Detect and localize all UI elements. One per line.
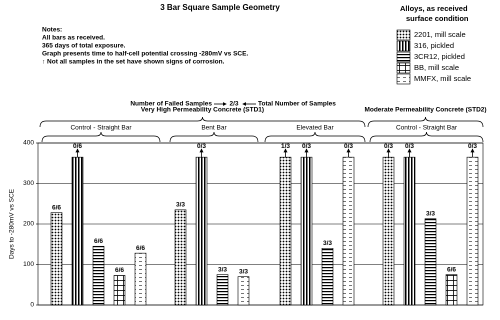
legend-title: Alloys, as received [400, 4, 468, 13]
bar [237, 276, 250, 306]
value-label: 6/6 [52, 204, 61, 211]
group-label: Elevated Bar [296, 125, 334, 132]
bar [92, 245, 105, 306]
bar [216, 274, 229, 306]
value-label: 0/3 [344, 143, 353, 150]
group-brace [264, 131, 366, 143]
group-label: Bent Bar [201, 125, 227, 132]
notes: Notes: All bars as received. 365 days of… [42, 27, 248, 66]
group-brace [169, 131, 259, 143]
legend-label: 316, pickled [414, 41, 454, 50]
bar [174, 209, 187, 306]
supergroup-label: Moderate Permeability Concrete (STD2) [364, 107, 486, 114]
bar [113, 275, 126, 306]
key: Number of Failed Samples 2/3 Total Numbe… [130, 101, 336, 108]
group-brace [41, 131, 161, 143]
value-label: 3/3 [176, 202, 185, 209]
legend-title: surface condition [406, 14, 469, 23]
y-axis-label: Days to -280mV vs SCE [9, 188, 16, 259]
legend-label: BB, mill scale [414, 63, 459, 72]
value-label: 0/3 [197, 143, 206, 150]
value-label: 6/6 [115, 267, 124, 274]
y-tick-label: 0 [30, 302, 34, 309]
y-tick-label: 200 [23, 221, 34, 228]
bar [300, 156, 313, 306]
value-label: 3/3 [426, 210, 435, 217]
bar [403, 156, 416, 306]
note: ↑ Not all samples in the set have shown … [42, 59, 225, 66]
legend-label: MMFX, mill scale [414, 74, 471, 83]
key-label: Number of Failed Samples [130, 101, 212, 108]
note: Graph presents time to half-cell potenti… [42, 51, 248, 58]
value-label: 0/3 [468, 143, 477, 150]
legend-swatch [396, 73, 411, 85]
note: All bars as received. [42, 35, 105, 42]
legend-swatch [396, 29, 411, 41]
y-tick-label: 300 [23, 180, 34, 187]
legend-label: 2201, mill scale [414, 30, 466, 39]
bar [382, 156, 395, 306]
group-label: Control - Straight Bar [70, 125, 132, 132]
legend-label: 3CR12, pickled [414, 52, 465, 61]
group-brace [369, 131, 484, 143]
legend [393, 2, 497, 86]
value-label: 0/3 [302, 143, 311, 150]
supergroup-brace [39, 116, 366, 128]
chart-title: 3 Bar Square Sample Geometry [160, 3, 280, 12]
value-label: 6/6 [94, 238, 103, 245]
value-label: 3/3 [323, 240, 332, 247]
value-label: 3/3 [218, 266, 227, 273]
bar [321, 248, 334, 306]
supergroup-label: Very High Permeability Concrete (STD1) [141, 107, 264, 114]
bar [342, 156, 355, 306]
value-label: 6/6 [136, 245, 145, 252]
value-label: 0/3 [384, 143, 393, 150]
bar [71, 156, 84, 306]
bar [466, 156, 479, 306]
legend-swatch [396, 62, 411, 74]
bar [195, 156, 208, 306]
note: Notes: [42, 27, 62, 34]
value-label: 3/3 [239, 268, 248, 275]
value-label: 0/3 [405, 143, 414, 150]
bar [134, 252, 147, 306]
bar [424, 218, 437, 306]
legend-swatch [396, 40, 411, 52]
value-label: 1/3 [281, 143, 290, 150]
value-label: 6/6 [447, 266, 456, 273]
value-label: 0/6 [73, 143, 82, 150]
note: 365 days of total exposure. [42, 43, 126, 50]
key-example: 2/3 [229, 101, 238, 108]
legend-swatch [396, 51, 411, 63]
group-label: Control - Straight Bar [396, 125, 458, 132]
bar [279, 156, 292, 306]
bar [445, 274, 458, 306]
bar [50, 212, 63, 306]
y-tick-label: 400 [23, 140, 34, 147]
y-tick-label: 100 [23, 261, 34, 268]
key-label: Total Number of Samples [258, 101, 336, 108]
supergroup-brace [367, 116, 484, 128]
